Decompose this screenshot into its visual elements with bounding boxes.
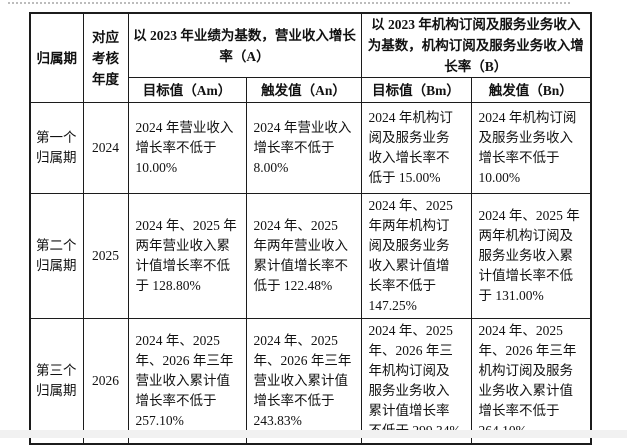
cell-target-am: 2024 年、2025 年、2026 年三年营业收入累计值增长率不低于 257.… (127, 318, 247, 445)
cell-assessment-year: 2026 (82, 318, 129, 445)
cell-period-name: 第三个归属期 (29, 318, 84, 445)
cell-trigger-an: 2024 年、2025 年两年营业收入累计值增长率不低于 122.48% (245, 193, 362, 319)
assessment-targets-table: 归属期 对应考核年度 以 2023 年业绩为基数，营业收入增长率（A） 以 20… (29, 12, 593, 445)
header-cell-period: 归属期 (29, 12, 84, 103)
header-cell-target-am: 目标值（Am） (127, 77, 247, 103)
cell-target-bm: 2024 年、2025 年两年机构订阅及服务业务收入累计值增长率不低于 147.… (360, 193, 472, 319)
cell-trigger-bn: 2024 年、2025 年、2026 年三年机构订阅及服务业务收入累计值增长率不… (470, 318, 592, 445)
dotted-separator (8, 2, 570, 4)
cell-target-bm: 2024 年、2025 年、2026 年三年机构订阅及服务业务收入累计值增长率不… (360, 318, 472, 445)
cell-trigger-bn: 2024 年机构订阅及服务业务收入增长率不低于 10.00% (470, 102, 592, 194)
table-row-period-1: 第一个归属期 2024 2024 年营业收入增长率不低于 10.00% 2024… (29, 102, 592, 194)
cell-target-bm: 2024 年机构订阅及服务业务收入增长率不低于 15.00% (360, 102, 472, 194)
cell-target-am: 2024 年营业收入增长率不低于 10.00% (127, 102, 247, 194)
header-cell-trigger-an: 触发值（An） (245, 77, 362, 103)
header-cell-group-b: 以 2023 年机构订阅及服务业务收入为基数，机构订阅及服务业务收入增长率（B） (360, 12, 592, 78)
header-cell-trigger-bn: 触发值（Bn） (470, 77, 592, 103)
cell-assessment-year: 2025 (82, 193, 129, 319)
cell-period-name: 第一个归属期 (29, 102, 84, 194)
cell-target-am: 2024 年、2025 年两年营业收入累计值增长率不低于 128.80% (127, 193, 247, 319)
header-cell-group-a: 以 2023 年业绩为基数，营业收入增长率（A） (127, 12, 362, 78)
header-cell-target-bm: 目标值（Bm） (360, 77, 472, 103)
cell-period-name: 第二个归属期 (29, 193, 84, 319)
header-cell-assessment-year: 对应考核年度 (82, 12, 129, 103)
table-row-period-2: 第二个归属期 2025 2024 年、2025 年两年营业收入累计值增长率不低于… (29, 193, 592, 319)
cell-trigger-an: 2024 年营业收入增长率不低于 8.00% (245, 102, 362, 194)
cell-assessment-year: 2024 (82, 102, 129, 194)
page-bottom-strip (0, 430, 627, 438)
cell-trigger-an: 2024 年、2025 年、2026 年三年营业收入累计值增长率不低于 243.… (245, 318, 362, 445)
cell-trigger-bn: 2024 年、2025 年两年机构订阅及服务业务收入累计值增长率不低于 131.… (470, 193, 592, 319)
table-row-period-3: 第三个归属期 2026 2024 年、2025 年、2026 年三年营业收入累计… (29, 318, 592, 445)
